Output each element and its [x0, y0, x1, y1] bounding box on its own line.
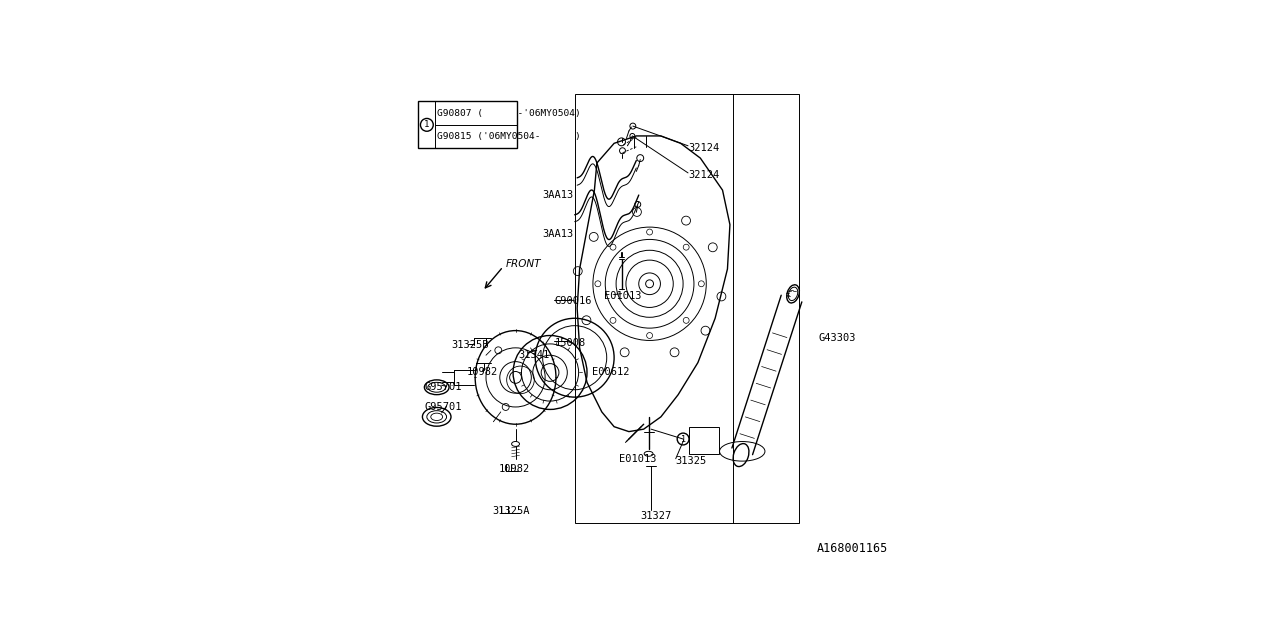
Text: 10982: 10982: [466, 367, 498, 378]
Text: 10982: 10982: [498, 463, 530, 474]
Text: G43303: G43303: [819, 333, 856, 343]
Text: 3AA13: 3AA13: [543, 190, 573, 200]
Text: G90807 (      -'06MY0504): G90807 ( -'06MY0504): [436, 109, 580, 118]
Text: 32124: 32124: [689, 143, 719, 153]
Text: 3AA13: 3AA13: [543, 230, 573, 239]
Text: 31325: 31325: [676, 456, 707, 466]
Bar: [575, 94, 799, 523]
Text: E01013: E01013: [604, 291, 641, 301]
Text: 31325B: 31325B: [452, 340, 489, 350]
Text: FRONT: FRONT: [506, 259, 541, 269]
Text: 15008: 15008: [556, 338, 586, 348]
Text: G90016: G90016: [556, 296, 593, 306]
Text: 32124: 32124: [689, 170, 719, 180]
Text: G90815 ('06MY0504-      ): G90815 ('06MY0504- ): [436, 132, 580, 141]
Text: E01013: E01013: [620, 454, 657, 464]
Bar: [419, 101, 517, 148]
Text: 31325A: 31325A: [493, 506, 530, 516]
Text: E00612: E00612: [591, 367, 630, 378]
Text: 31327: 31327: [640, 511, 672, 522]
Text: A168001165: A168001165: [817, 542, 887, 555]
Text: 1: 1: [424, 120, 430, 129]
Bar: [689, 427, 718, 454]
Text: 31341: 31341: [518, 350, 549, 360]
Text: G95701: G95701: [425, 402, 462, 412]
Text: G95701: G95701: [425, 382, 462, 392]
Text: 1: 1: [681, 435, 686, 444]
